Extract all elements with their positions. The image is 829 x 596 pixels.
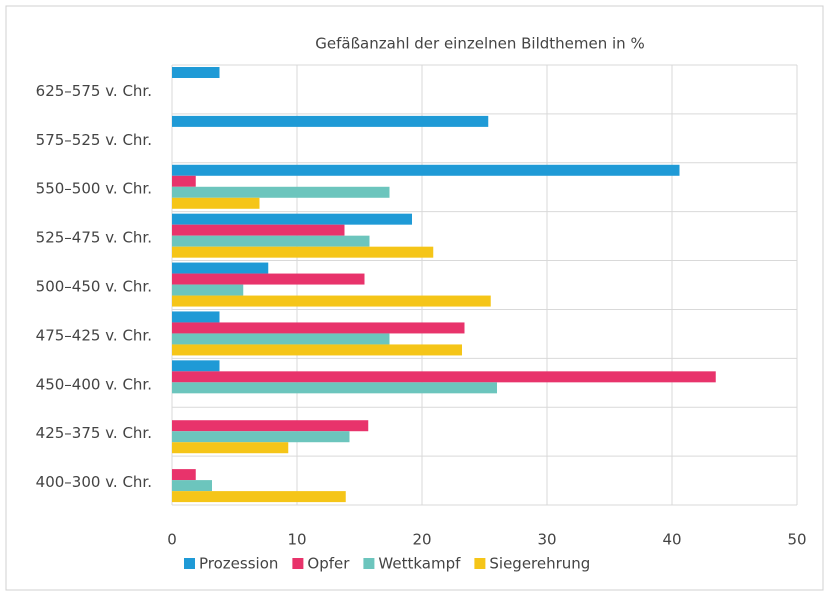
y-tick-label: 550–500 v. Chr. xyxy=(36,180,152,198)
x-tick-label: 40 xyxy=(662,531,681,549)
legend-label: Prozession xyxy=(199,555,278,573)
bar xyxy=(172,175,196,187)
y-tick-label: 525–475 v. Chr. xyxy=(36,229,152,247)
bar xyxy=(172,480,212,492)
legend-swatch xyxy=(292,558,304,569)
y-tick-label: 625–575 v. Chr. xyxy=(36,82,152,100)
bar xyxy=(172,67,220,78)
y-tick-label: 450–400 v. Chr. xyxy=(36,375,152,393)
bar xyxy=(172,235,370,247)
bar xyxy=(172,197,260,209)
bar xyxy=(172,246,434,258)
x-tick-label: 30 xyxy=(537,531,556,549)
bar xyxy=(172,371,716,383)
legend-label: Wettkampf xyxy=(378,555,461,573)
bar xyxy=(172,322,465,334)
bar xyxy=(172,431,350,443)
bar xyxy=(172,115,489,127)
x-tick-label: 20 xyxy=(412,531,431,549)
legend-label: Siegerehrung xyxy=(489,555,590,573)
bar xyxy=(172,360,220,372)
bar xyxy=(172,382,497,394)
legend-swatch xyxy=(474,558,486,569)
legend-swatch xyxy=(363,558,375,569)
bar xyxy=(172,344,462,356)
x-tick-label: 0 xyxy=(167,531,177,549)
bar xyxy=(172,284,244,296)
bar xyxy=(172,295,491,307)
bar xyxy=(172,262,269,274)
y-tick-label: 475–425 v. Chr. xyxy=(36,326,152,344)
legend-swatch xyxy=(184,558,195,569)
chart-title: Gefäßanzahl der einzelnen Bildthemen in … xyxy=(315,35,644,53)
y-tick-label: 575–525 v. Chr. xyxy=(36,131,152,149)
bar xyxy=(172,213,412,225)
bar xyxy=(172,442,289,454)
y-tick-label: 400–300 v. Chr. xyxy=(36,473,152,491)
bar xyxy=(172,491,346,503)
x-tick-label: 10 xyxy=(287,531,306,549)
bar xyxy=(172,273,365,285)
y-tick-label: 425–375 v. Chr. xyxy=(36,424,152,442)
y-tick-label: 500–450 v. Chr. xyxy=(36,278,152,296)
bar xyxy=(172,311,220,323)
x-tick-label: 50 xyxy=(787,531,806,549)
bar xyxy=(172,469,196,481)
bar xyxy=(172,333,390,345)
bar xyxy=(172,164,680,176)
bar xyxy=(172,420,369,432)
bar xyxy=(172,186,390,198)
legend-label: Opfer xyxy=(307,555,350,573)
bar xyxy=(172,224,345,236)
